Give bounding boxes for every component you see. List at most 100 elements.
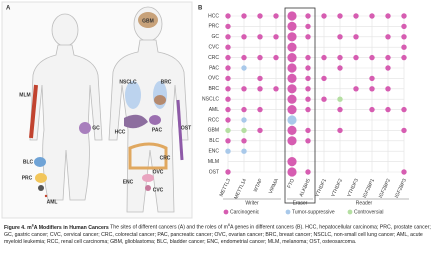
dot [353, 34, 359, 40]
dot [225, 96, 231, 102]
dot [305, 75, 311, 82]
dot [337, 34, 343, 40]
site-label: AML [47, 199, 58, 205]
dot [225, 75, 231, 82]
row-label: HCC [208, 13, 219, 19]
dot [257, 75, 263, 82]
dot [241, 138, 247, 144]
dot [305, 34, 311, 40]
legend-label: Tumor-suppressive [292, 209, 335, 215]
column-label: YTHDF2 [330, 178, 344, 198]
dot [287, 63, 297, 73]
row-label: PAC [209, 65, 219, 71]
site-label: BLC [23, 159, 34, 165]
dot [225, 138, 231, 144]
dot [385, 34, 391, 40]
dot [353, 13, 359, 19]
dot [321, 54, 327, 61]
site-label: OVC [153, 169, 164, 175]
dot [225, 127, 231, 134]
site-label: GC [92, 125, 100, 131]
dot [287, 73, 297, 83]
row-label: RCC [208, 117, 219, 123]
row-label: BRC [208, 86, 219, 92]
row-label: OST [209, 169, 219, 175]
dot [401, 54, 407, 61]
site-label: HCC [115, 129, 126, 135]
dot [257, 54, 263, 61]
dot [369, 75, 375, 82]
site-label: PRC [22, 175, 33, 181]
dot [321, 75, 327, 82]
dot [287, 32, 297, 42]
dot [287, 94, 297, 104]
dot [225, 86, 231, 92]
figure: A B GBM NSCLC BRC MLM GC HCC PAC OST CRC BLC OVC PR… [1, 1, 409, 219]
dot [385, 106, 391, 113]
legend-label: Carcinogenic [230, 209, 260, 215]
eraser-box [284, 7, 316, 204]
column-label: YTHDF1 [314, 178, 328, 198]
legend-label: Controversial [354, 209, 383, 215]
caption-heading: Figure 4. m6A Modifiers in Human Cancers [4, 223, 109, 231]
dot [385, 65, 391, 71]
row-label: AML [209, 107, 220, 113]
dot [241, 34, 247, 40]
dot [321, 13, 327, 19]
organs [29, 12, 184, 198]
legend-swatch [223, 209, 229, 215]
dot [401, 106, 407, 113]
dot [385, 54, 391, 61]
dot [257, 127, 263, 134]
row-label: CRC [208, 55, 219, 61]
dot [225, 65, 231, 71]
dot [225, 23, 231, 30]
dot [385, 86, 391, 92]
row-label: MLM [208, 159, 219, 165]
dot [225, 148, 231, 154]
dot [257, 13, 263, 19]
dot [241, 54, 247, 61]
dot [305, 23, 311, 30]
dot [287, 157, 297, 167]
row-label: GBM [208, 128, 219, 134]
dot [257, 106, 263, 113]
site-label: OST [181, 125, 191, 131]
group-label: Reader [356, 200, 373, 206]
dot [321, 96, 327, 102]
column-label: IGF2BP3 [394, 178, 408, 199]
dot [225, 117, 231, 123]
dot [287, 125, 297, 135]
dot [337, 13, 343, 19]
dot [369, 86, 375, 92]
caption-text: 6 [227, 223, 230, 227]
group-label: Writer [245, 200, 259, 206]
dot [369, 13, 375, 19]
column-label: IGF2BP1 [362, 178, 376, 199]
column-label: METTL14 [233, 178, 248, 201]
dot [337, 54, 343, 61]
dot [273, 86, 279, 92]
caption-text: The sites of different cancers (A) and t… [110, 224, 228, 231]
dot [287, 21, 297, 31]
site-label: BRC [161, 79, 172, 85]
dot [241, 117, 247, 123]
column-label: YTHDF3 [346, 178, 360, 198]
dot [225, 44, 231, 50]
dot [287, 167, 297, 177]
dot [225, 13, 231, 19]
site-label: NSCLC [119, 79, 137, 85]
row-label: NSCLC [202, 97, 219, 103]
dot [401, 169, 407, 175]
panel-label: B [198, 6, 203, 12]
caption-title: 6 [31, 223, 34, 227]
dot [305, 13, 311, 19]
row-label: GC [212, 34, 220, 40]
dot [225, 106, 231, 113]
dot [241, 13, 247, 19]
row-label: BLC [209, 138, 219, 144]
dot [401, 127, 407, 134]
caption-label: Figure 4. [4, 224, 26, 231]
row-label: CVC [208, 45, 219, 51]
legend-swatch [285, 209, 291, 215]
